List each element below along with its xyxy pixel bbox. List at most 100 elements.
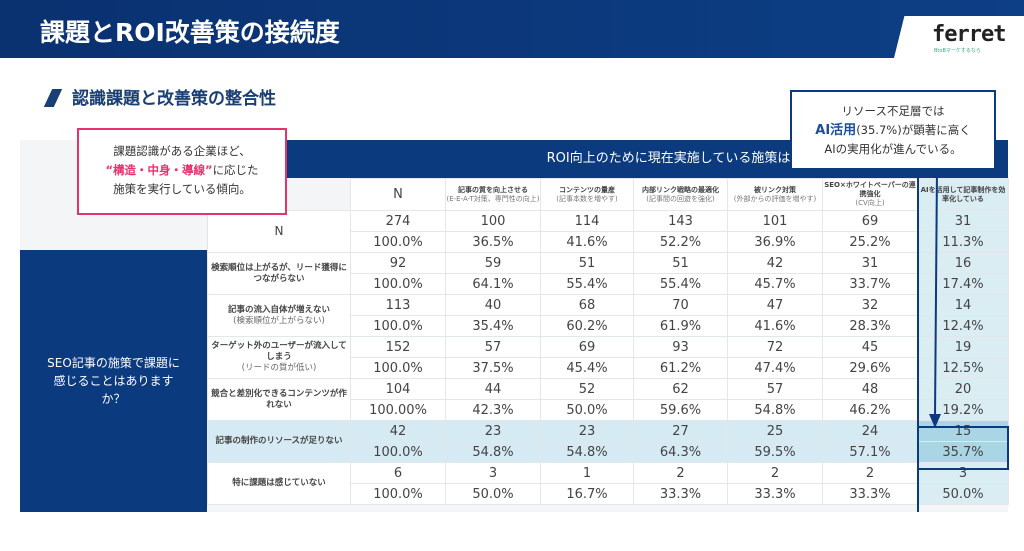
row-label: ターゲット外のユーザーが流入してしまう (リードの質が低い) — [207, 336, 351, 379]
percent-cell: 59.5% — [727, 441, 823, 463]
percent-cell: 52.2% — [633, 231, 728, 253]
count-cell: 3 — [917, 462, 1009, 484]
percent-cell: 42.3% — [445, 399, 541, 421]
arrow-icon — [929, 168, 941, 428]
count-cell: 152 — [350, 336, 446, 358]
count-cell: 42 — [727, 252, 823, 274]
count-cell: 51 — [633, 252, 728, 274]
percent-cell: 33.7% — [822, 273, 918, 295]
percent-cell: 54.8% — [727, 399, 823, 421]
column-header: 内部リンク戦略の最適化 (記事間の回遊を強化) — [633, 178, 728, 211]
page-title: 課題とROI改善策の接続度 — [40, 18, 340, 47]
count-cell: 92 — [350, 252, 446, 274]
count-cell: 25 — [727, 420, 823, 442]
percent-cell: 25.2% — [822, 231, 918, 253]
count-cell: 2 — [822, 462, 918, 484]
logo-tagline: BtoBマーケするなら — [934, 48, 981, 54]
highlight-box — [917, 426, 1009, 470]
percent-cell: 17.4% — [917, 273, 1009, 295]
row-question: SEO記事の施策で課題に感じることはありますか？ — [20, 250, 207, 512]
count-cell: 62 — [633, 378, 728, 400]
count-cell: 72 — [727, 336, 823, 358]
percent-cell: 54.8% — [445, 441, 541, 463]
count-cell: 101 — [727, 210, 823, 232]
count-cell: 51 — [540, 252, 634, 274]
percent-cell: 47.4% — [727, 357, 823, 379]
percent-cell: 100.0% — [350, 315, 446, 337]
table-row: 100.0% 36.5% 41.6% 52.2% 36.9% 25.2% 11.3% — [208, 231, 1009, 253]
count-cell: 3 — [445, 462, 541, 484]
percent-cell: 55.4% — [540, 273, 634, 295]
count-cell: 32 — [822, 294, 918, 316]
table-row: 記事の制作のリソースが足りない 42 23 23 27 25 24 15 — [207, 420, 1009, 463]
percent-cell: 55.4% — [633, 273, 728, 295]
count-cell: 24 — [822, 420, 918, 442]
count-cell: 40 — [445, 294, 541, 316]
count-cell: 274 — [350, 210, 446, 232]
percent-cell: 37.5% — [445, 357, 541, 379]
count-cell: 16 — [917, 252, 1009, 274]
percent-cell: 46.2% — [822, 399, 918, 421]
table-row: 100.0% 37.5% 45.4% 61.2% 47.4% 29.6% 12.5% — [208, 357, 1009, 379]
row-label: N — [207, 210, 351, 253]
percent-cell: 33.3% — [633, 483, 728, 505]
column-header: AIを活用して記事制作を効率化している — [917, 178, 1009, 211]
percent-cell: 64.1% — [445, 273, 541, 295]
percent-cell: 36.5% — [445, 231, 541, 253]
percent-cell: 41.6% — [540, 231, 634, 253]
count-cell: 23 — [445, 420, 541, 442]
percent-cell: 50.0% — [917, 483, 1009, 505]
count-cell: 57 — [445, 336, 541, 358]
row-label: 記事の流入自体が増えない (検索順位が上がらない) — [207, 294, 351, 337]
table-row: 特に課題は感じていない 6 3 1 2 2 2 3 — [207, 462, 1009, 505]
count-cell: 70 — [633, 294, 728, 316]
count-cell: 31 — [822, 252, 918, 274]
count-cell: 2 — [633, 462, 728, 484]
percent-cell: 16.7% — [540, 483, 634, 505]
section-title: 認識課題と改善策の整合性 — [72, 89, 276, 109]
column-header: 記事の質を向上させる (E-E-A-T対策、専門性の向上) — [445, 178, 541, 211]
percent-cell: 45.7% — [727, 273, 823, 295]
count-cell: 100 — [445, 210, 541, 232]
count-cell: 48 — [822, 378, 918, 400]
count-cell: 93 — [633, 336, 728, 358]
percent-cell: 59.6% — [633, 399, 728, 421]
row-label: 検索順位は上がるが、リード獲得につながらない — [207, 252, 351, 295]
percent-cell: 100.0% — [350, 273, 446, 295]
table-row: 100.0% 64.1% 55.4% 55.4% 45.7% 33.7% 17.4% — [208, 273, 1009, 295]
count-cell: 42 — [350, 420, 446, 442]
count-cell: 69 — [540, 336, 634, 358]
count-cell: 143 — [633, 210, 728, 232]
count-cell: 2 — [727, 462, 823, 484]
count-cell: 44 — [445, 378, 541, 400]
table-row: 記事の流入自体が増えない (検索順位が上がらない) 113 40 68 70 47 32 14 — [207, 294, 1009, 337]
percent-cell: 33.3% — [822, 483, 918, 505]
percent-cell: 100.0% — [350, 357, 446, 379]
ferret-logo: ferret BtoBマーケするなら — [894, 16, 1024, 58]
row-label: 特に課題は感じていない — [207, 462, 351, 505]
count-cell: 47 — [727, 294, 823, 316]
table-row: 競合と差別化できるコンテンツが作れない 104 44 52 62 57 48 20 — [207, 378, 1009, 421]
percent-cell: 61.9% — [633, 315, 728, 337]
table-row: 100.0% 35.4% 60.2% 61.9% 41.6% 28.3% 12.4% — [208, 315, 1009, 337]
percent-cell: 64.3% — [633, 441, 728, 463]
percent-cell: 100.0% — [350, 483, 446, 505]
percent-cell: 36.9% — [727, 231, 823, 253]
percent-cell: 100.0% — [350, 231, 446, 253]
ai-column-divider — [917, 178, 919, 512]
percent-cell: 12.5% — [917, 357, 1009, 379]
percent-cell: 54.8% — [540, 441, 634, 463]
table-row: 検索順位は上がるが、リード獲得につながらない 92 59 51 51 42 31 16 — [207, 252, 1009, 295]
count-cell: 59 — [445, 252, 541, 274]
count-cell: 69 — [822, 210, 918, 232]
table-row: N 274 100 114 143 101 69 31 — [207, 210, 1009, 253]
column-header: N — [350, 178, 446, 211]
percent-cell: 45.4% — [540, 357, 634, 379]
row-label: 記事の制作のリソースが足りない — [207, 420, 351, 463]
table-row: ターゲット外のユーザーが流入してしまう (リードの質が低い) 152 57 69 93 72… — [207, 336, 1009, 379]
count-cell: 45 — [822, 336, 918, 358]
header-bar: 課題とROI改善策の接続度 ferret BtoBマーケするなら — [0, 0, 1024, 58]
column-header: SEO×ホワイトペーパーの連携強化 (CV向上) — [822, 178, 918, 211]
percent-cell: 29.6% — [822, 357, 918, 379]
percent-cell: 100.0% — [350, 441, 446, 463]
